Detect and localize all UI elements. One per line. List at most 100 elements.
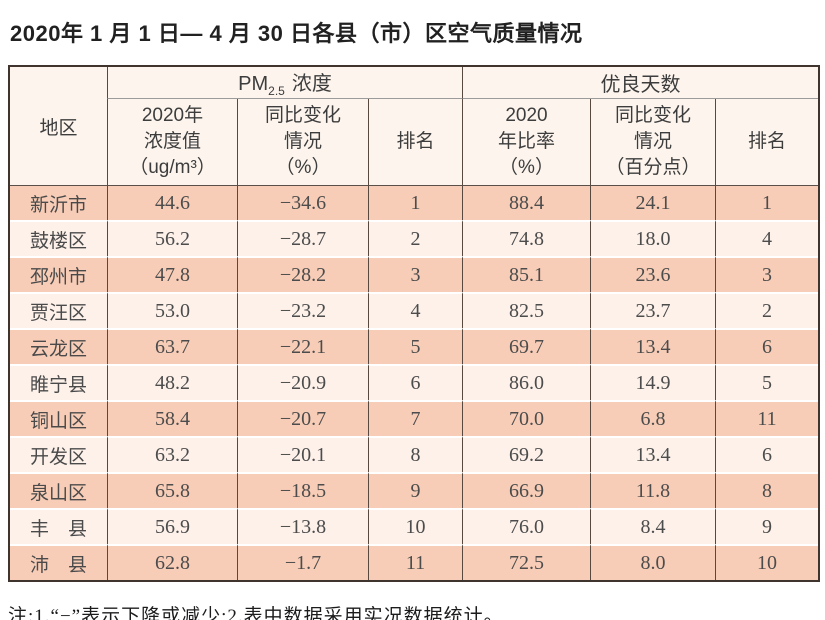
good-rank-cell: 8 [715, 472, 818, 508]
table-row: 新沂市 44.6 −34.6 1 88.4 24.1 1 [10, 186, 818, 220]
good-change-cell: 23.7 [590, 292, 715, 328]
pm-value-cell: 47.8 [107, 256, 237, 292]
header-line: 2020 [505, 105, 548, 126]
good-ratio-cell: 70.0 [462, 400, 590, 436]
good-ratio-cell: 85.1 [462, 256, 590, 292]
pm-value-cell: 53.0 [107, 292, 237, 328]
header-line: （百分点） [605, 157, 701, 178]
header-line: 情况 [283, 131, 322, 152]
good-rank-cell: 4 [715, 220, 818, 256]
pm-change-cell: −22.1 [237, 328, 368, 364]
pm-value-cell: 48.2 [107, 364, 237, 400]
pm-change-cell: −20.1 [237, 436, 368, 472]
pm-change-cell: −28.7 [237, 220, 368, 256]
good-change-cell: 24.1 [590, 186, 715, 220]
region-cell: 邳州市 [10, 256, 107, 292]
pm-rank-cell: 8 [368, 436, 462, 472]
pm-rank-cell: 6 [368, 364, 462, 400]
table-header: 地区 PM2.5 浓度 优良天数 2020年 浓度值 （ug/m³） 同比变化 情… [10, 67, 818, 186]
pm-rank-cell: 4 [368, 292, 462, 328]
good-change-cell: 6.8 [590, 400, 715, 436]
col-header-region: 地区 [10, 67, 107, 186]
header-line: （ug/m³） [129, 157, 216, 178]
col-header-good-ratio: 2020 年比率 （%） [462, 99, 590, 186]
table-row: 邳州市 47.8 −28.2 3 85.1 23.6 3 [10, 256, 818, 292]
table-row: 贾汪区 53.0 −23.2 4 82.5 23.7 2 [10, 292, 818, 328]
region-cell: 云龙区 [10, 328, 107, 364]
pm-change-cell: −23.2 [237, 292, 368, 328]
good-rank-cell: 6 [715, 436, 818, 472]
header-line: 年比率 [497, 131, 555, 152]
pm-rank-cell: 9 [368, 472, 462, 508]
pm-value-cell: 63.2 [107, 436, 237, 472]
good-ratio-cell: 82.5 [462, 292, 590, 328]
pm-change-cell: −34.6 [237, 186, 368, 220]
header-line: 2020年 [141, 105, 204, 126]
pm-value-cell: 58.4 [107, 400, 237, 436]
good-rank-cell: 11 [715, 400, 818, 436]
region-cell: 沛 县 [10, 544, 107, 580]
col-header-pm-value: 2020年 浓度值 （ug/m³） [107, 99, 237, 186]
header-line: 浓度值 [143, 131, 201, 152]
pm25-label: PM [238, 73, 269, 95]
table-row: 丰 县 56.9 −13.8 10 76.0 8.4 9 [10, 508, 818, 544]
good-change-cell: 13.4 [590, 436, 715, 472]
pm-change-cell: −13.8 [237, 508, 368, 544]
header-line: 情况 [633, 131, 672, 152]
region-cell: 泉山区 [10, 472, 107, 508]
col-header-pm-change: 同比变化 情况 （%） [237, 99, 368, 186]
good-change-cell: 18.0 [590, 220, 715, 256]
pm-rank-cell: 11 [368, 544, 462, 580]
good-change-cell: 23.6 [590, 256, 715, 292]
pm-rank-cell: 2 [368, 220, 462, 256]
table-row: 沛 县 62.8 −1.7 11 72.5 8.0 10 [10, 544, 818, 580]
region-cell: 鼓楼区 [10, 220, 107, 256]
good-rank-cell: 3 [715, 256, 818, 292]
pm25-label-suffix: 浓度 [291, 73, 332, 95]
region-cell: 丰 县 [10, 508, 107, 544]
col-header-pm-rank: 排名 [368, 99, 462, 186]
page-title: 2020年 1 月 1 日— 4 月 30 日各县（市）区空气质量情况 [10, 21, 583, 46]
table-body: 新沂市 44.6 −34.6 1 88.4 24.1 1 鼓楼区 56.2 −28.7 2 74.8 1… [10, 186, 818, 580]
group-header-row: 地区 PM2.5 浓度 优良天数 [10, 67, 818, 186]
good-rank-cell: 2 [715, 292, 818, 328]
table-row: 铜山区 58.4 −20.7 7 70.0 6.8 11 [10, 400, 818, 436]
footnote: 注:1.“−”表示下降或减少;2.表中数据采用实况数据统计。 [8, 606, 504, 620]
header-line: （%） [499, 157, 554, 178]
region-cell: 开发区 [10, 436, 107, 472]
sub-header-row: 2020年 浓度值 （ug/m³） 同比变化 情况 （%） 排名 2020 年比… [10, 99, 818, 186]
good-change-cell: 8.4 [590, 508, 715, 544]
pm-value-cell: 56.9 [107, 508, 237, 544]
pm-rank-cell: 3 [368, 256, 462, 292]
good-rank-cell: 1 [715, 186, 818, 220]
region-cell: 铜山区 [10, 400, 107, 436]
header-line: 同比变化 [264, 105, 341, 126]
pm-rank-cell: 7 [368, 400, 462, 436]
good-change-cell: 8.0 [590, 544, 715, 580]
header-line: （%） [275, 157, 331, 178]
table-row: 鼓楼区 56.2 −28.7 2 74.8 18.0 4 [10, 220, 818, 256]
good-change-cell: 11.8 [590, 472, 715, 508]
table-row: 开发区 63.2 −20.1 8 69.2 13.4 6 [10, 436, 818, 472]
good-ratio-cell: 74.8 [462, 220, 590, 256]
good-rank-cell: 9 [715, 508, 818, 544]
pm-rank-cell: 1 [368, 186, 462, 220]
header-line: 同比变化 [614, 105, 691, 126]
good-rank-cell: 10 [715, 544, 818, 580]
pm-change-cell: −20.7 [237, 400, 368, 436]
col-group-good-days: 优良天数 [462, 67, 818, 99]
region-cell: 新沂市 [10, 186, 107, 220]
good-change-cell: 13.4 [590, 328, 715, 364]
table-row: 云龙区 63.7 −22.1 5 69.7 13.4 6 [10, 328, 818, 364]
good-ratio-cell: 69.2 [462, 436, 590, 472]
col-header-good-rank: 排名 [715, 99, 818, 186]
pm-value-cell: 62.8 [107, 544, 237, 580]
table-row: 睢宁县 48.2 −20.9 6 86.0 14.9 5 [10, 364, 818, 400]
pm-value-cell: 65.8 [107, 472, 237, 508]
pm-change-cell: −20.9 [237, 364, 368, 400]
good-rank-cell: 6 [715, 328, 818, 364]
pm-value-cell: 44.6 [107, 186, 237, 220]
air-quality-table: 地区 PM2.5 浓度 优良天数 2020年 浓度值 （ug/m³） 同比变化 情… [8, 65, 820, 582]
pm-value-cell: 56.2 [107, 220, 237, 256]
pm-change-cell: −1.7 [237, 544, 368, 580]
